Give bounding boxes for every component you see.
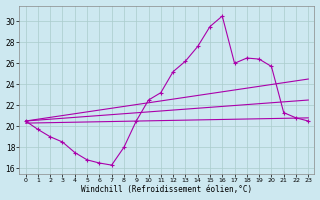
X-axis label: Windchill (Refroidissement éolien,°C): Windchill (Refroidissement éolien,°C) xyxy=(81,185,252,194)
